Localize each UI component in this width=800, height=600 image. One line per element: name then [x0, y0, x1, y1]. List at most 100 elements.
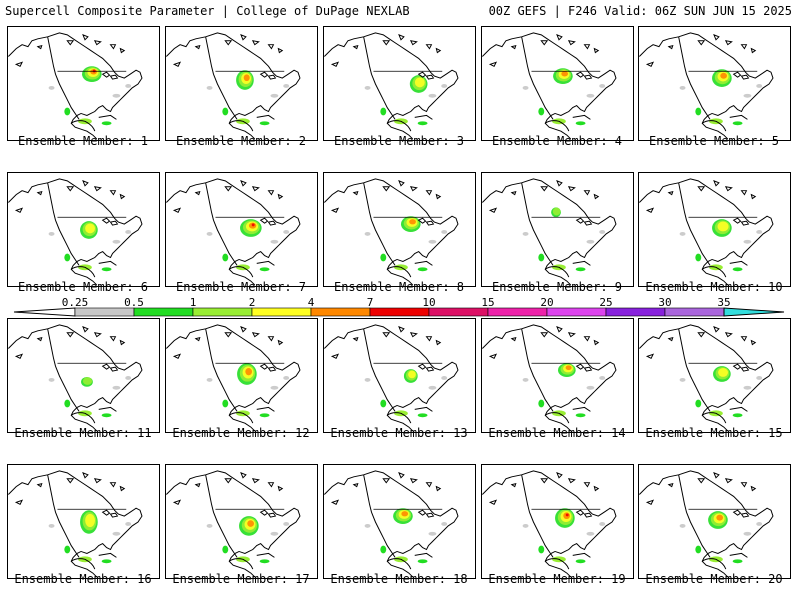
- ensemble-member-map-19: [481, 464, 634, 579]
- west-coastline: [47, 182, 80, 266]
- ensemble-member-label: Ensemble Member: 13: [330, 426, 468, 440]
- arctic-islands: [645, 325, 757, 359]
- arctic-islands: [488, 33, 600, 67]
- ensemble-member-map-12: [165, 318, 318, 433]
- west-coastline: [678, 182, 711, 266]
- colorbar-right-arrow: [723, 307, 785, 317]
- ensemble-member-map-4: [481, 26, 634, 141]
- north-america-map: [166, 178, 301, 286]
- west-coastline: [47, 474, 80, 558]
- scp-shading: [522, 508, 606, 564]
- cuba: [98, 552, 117, 558]
- colorbar-tick-label: 20: [540, 296, 553, 309]
- ensemble-member-map-11: [7, 318, 160, 433]
- coastline: [166, 324, 301, 432]
- scp-shading: [206, 363, 290, 418]
- north-america-map: [482, 324, 617, 432]
- great-lakes: [417, 217, 435, 226]
- arctic-islands: [645, 33, 757, 67]
- scp-shading: [364, 508, 448, 564]
- scp-shading: [679, 511, 763, 564]
- great-lakes: [575, 217, 593, 226]
- gulf-coast: [70, 558, 96, 570]
- west-coastline: [363, 182, 396, 266]
- colorbar-tick-label: 1: [190, 296, 197, 309]
- ensemble-member-label: Ensemble Member: 4: [491, 134, 623, 148]
- arctic-islands: [14, 471, 126, 505]
- colorbar-segment: [192, 307, 253, 317]
- colorbar-segment: [133, 307, 194, 317]
- cuba: [572, 406, 591, 412]
- west-coastline: [205, 328, 238, 412]
- coastline: [8, 178, 143, 286]
- great-lakes: [259, 509, 277, 518]
- great-lakes: [101, 217, 119, 226]
- north-america-map: [482, 178, 617, 286]
- cuba: [572, 552, 591, 558]
- gulf-coast: [70, 266, 96, 278]
- arctic-islands: [172, 179, 284, 213]
- cuba: [256, 114, 275, 120]
- colorbar-tick-label: 30: [658, 296, 671, 309]
- ensemble-member-map-13: [323, 318, 476, 433]
- ensemble-member-map-3: [323, 26, 476, 141]
- scp-shading: [679, 219, 763, 272]
- ensemble-member-label: Ensemble Member: 6: [17, 280, 149, 294]
- ensemble-member-label: Ensemble Member: 1: [17, 134, 149, 148]
- coastline: [482, 470, 617, 578]
- gulf-coast: [701, 120, 727, 132]
- arctic-islands: [488, 325, 600, 359]
- cuba: [572, 260, 591, 266]
- arctic-islands: [488, 179, 600, 213]
- arctic-islands: [172, 471, 284, 505]
- coastline: [324, 324, 459, 432]
- coastline: [166, 470, 301, 578]
- colorbar-tick-label: 7: [367, 296, 374, 309]
- ensemble-member-label: Ensemble Member: 12: [172, 426, 310, 440]
- gulf-coast: [70, 412, 96, 424]
- ensemble-member-label: Ensemble Member: 11: [14, 426, 152, 440]
- colorbar-tick-label: 10: [422, 296, 435, 309]
- great-lakes: [417, 71, 435, 80]
- colorbar-segment: [546, 307, 607, 317]
- great-lakes: [417, 509, 435, 518]
- ensemble-member-map-14: [481, 318, 634, 433]
- colorbar-segment: [487, 307, 548, 317]
- north-america-map: [166, 324, 301, 432]
- ensemble-member-label: Ensemble Member: 15: [645, 426, 783, 440]
- scp-shading: [522, 363, 606, 418]
- ensemble-member-map-17: [165, 464, 318, 579]
- gulf-coast: [544, 412, 570, 424]
- color-scale-legend: 0.25 0.5 1 2 4 7 10 15 20 25 30 35: [13, 296, 785, 317]
- ensemble-member-map-16: [7, 464, 160, 579]
- west-coastline: [205, 474, 238, 558]
- arctic-islands: [645, 179, 757, 213]
- gulf-coast: [544, 120, 570, 132]
- colorbar-segment: [74, 307, 135, 317]
- north-america-map: [166, 32, 301, 140]
- coastline: [482, 178, 617, 286]
- north-america-map: [324, 32, 459, 140]
- scp-shading: [364, 75, 448, 126]
- north-america-map: [8, 178, 143, 286]
- scp-shading: [48, 66, 132, 126]
- colorbar-tick-label: 2: [249, 296, 256, 309]
- ensemble-member-map-1: [7, 26, 160, 141]
- great-lakes: [732, 363, 750, 372]
- ensemble-member-label: Ensemble Member: 9: [491, 280, 623, 294]
- great-lakes: [732, 217, 750, 226]
- great-lakes: [417, 363, 435, 372]
- north-america-map: [482, 32, 617, 140]
- colorbar-tick-label: 15: [481, 296, 494, 309]
- scp-shading: [206, 516, 290, 564]
- gulf-coast: [701, 558, 727, 570]
- scp-shading: [522, 68, 606, 126]
- north-america-map: [324, 178, 459, 286]
- great-lakes: [259, 217, 277, 226]
- coastline: [639, 178, 774, 286]
- ensemble-member-label: Ensemble Member: 19: [488, 572, 626, 586]
- cuba: [729, 406, 748, 412]
- north-america-map: [324, 324, 459, 432]
- coastline: [8, 470, 143, 578]
- coastline: [324, 178, 459, 286]
